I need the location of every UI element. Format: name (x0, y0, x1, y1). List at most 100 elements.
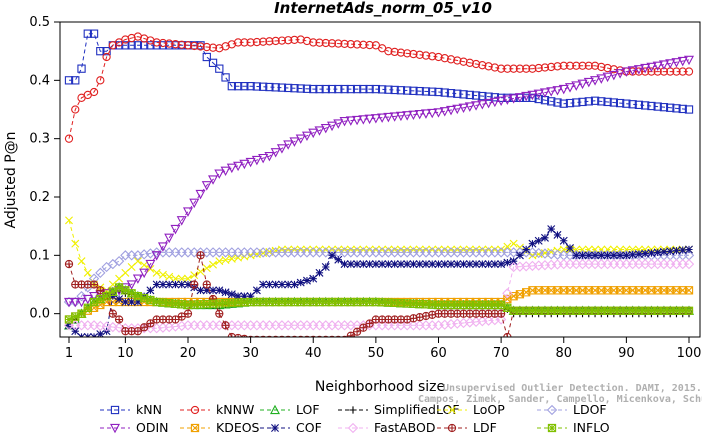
data-point-knnw (409, 49, 418, 59)
data-point-cof (353, 260, 362, 269)
data-point-knn (202, 52, 211, 62)
data-point-odin (76, 297, 87, 308)
data-point-cof (127, 298, 136, 306)
data-point-odin (583, 77, 594, 88)
data-point-knn (628, 100, 637, 109)
data-point-odin (327, 121, 338, 132)
data-point-cof (559, 236, 568, 245)
data-point-odin (577, 79, 588, 90)
data-point-knnw (459, 57, 468, 66)
data-point-odin (452, 104, 463, 115)
data-point-cof (409, 260, 418, 269)
data-point-cof (240, 292, 249, 301)
data-point-ldf (352, 327, 362, 336)
series-fastabod (63, 258, 695, 334)
data-point-cof (328, 251, 337, 260)
data-point-ldof (107, 258, 119, 270)
data-point-odin (527, 90, 538, 101)
data-point-cof (271, 280, 280, 289)
data-point-ldf (115, 315, 123, 324)
data-point-knnw (208, 43, 218, 52)
data-point-knn (572, 98, 581, 107)
data-point-cof (503, 258, 512, 267)
data-point-cof (553, 230, 562, 239)
data-point-loop (622, 245, 631, 254)
legend-marker-kdeos (190, 423, 200, 433)
y-tick-label: 0.1 (29, 248, 50, 263)
data-point-knn (290, 84, 299, 93)
data-point-knn (315, 84, 324, 94)
data-point-knnw (434, 52, 443, 62)
data-point-cof (315, 268, 324, 277)
data-point-loop (227, 254, 236, 263)
data-point-ldf (178, 312, 186, 321)
data-point-odin (358, 115, 369, 125)
data-point-fastabod (88, 320, 100, 331)
data-point-knnw (352, 40, 362, 49)
data-point-fastabod (502, 288, 513, 299)
data-point-knn (578, 97, 587, 107)
data-point-knnw (334, 39, 343, 48)
legend-marker-ldf (447, 423, 457, 433)
data-point-knnw (271, 36, 280, 46)
data-point-odin (458, 103, 469, 114)
data-point-knnw (428, 52, 437, 61)
data-point-cof (259, 280, 268, 289)
data-point-ldf (109, 310, 117, 318)
data-point-odin (414, 110, 425, 120)
data-point-ldf (297, 335, 304, 337)
data-point-ldof (533, 247, 544, 259)
data-point-knnw (96, 76, 105, 85)
data-point-cof (371, 260, 380, 269)
legend-item-loop: LoOP (437, 402, 505, 417)
data-point-cof (428, 260, 437, 269)
data-point-ldf (346, 331, 355, 337)
x-tick-label: 40 (305, 346, 322, 361)
data-point-ldf (203, 280, 211, 289)
data-point-odin (189, 198, 200, 209)
data-point-odin (471, 101, 482, 111)
data-point-ldf (183, 309, 193, 318)
data-point-ldf (285, 335, 292, 337)
y-tick-label: 0.2 (29, 190, 50, 205)
data-point-ldof (95, 267, 106, 279)
data-point-odin (408, 110, 419, 121)
data-point-odin (433, 108, 444, 118)
data-point-knnw (647, 67, 656, 76)
data-point-inflo (83, 303, 92, 312)
data-point-knnw (202, 42, 211, 52)
data-point-ldf (366, 319, 374, 328)
data-point-knnw (403, 49, 412, 58)
data-point-ldf (353, 328, 361, 336)
data-point-cof (184, 280, 192, 289)
watermark-line-2: Campos, Zimek, Sander, Campello, Micenko… (418, 393, 702, 405)
data-point-ldf (359, 324, 367, 332)
data-point-loop (215, 257, 224, 266)
data-point-odin (283, 140, 294, 150)
data-point-cof (453, 260, 462, 269)
data-point-knnw (127, 33, 136, 43)
data-point-cof (572, 251, 581, 260)
data-point-knn (296, 84, 305, 93)
data-point-knn (672, 104, 681, 113)
data-point-cof (622, 251, 631, 260)
data-point-knn (377, 85, 387, 94)
data-point-cof (478, 260, 487, 269)
data-point-knnw (121, 35, 130, 44)
data-point-odin (239, 159, 250, 170)
y-tick-label: 0.0 (29, 307, 50, 322)
data-point-cof (171, 280, 180, 289)
data-point-knnw (547, 62, 556, 72)
data-point-knn (415, 86, 424, 96)
data-point-odin (339, 117, 350, 127)
data-point-ldf (310, 335, 317, 337)
data-point-knn (321, 84, 330, 94)
data-point-ldf (409, 314, 418, 323)
data-point-knnw (183, 41, 193, 50)
data-point-knnw (597, 62, 606, 72)
data-point-ldf (260, 335, 267, 337)
data-point-inflo (96, 294, 105, 304)
data-point-knn (421, 87, 431, 96)
data-point-knn (89, 29, 99, 38)
series-cof (65, 225, 693, 337)
